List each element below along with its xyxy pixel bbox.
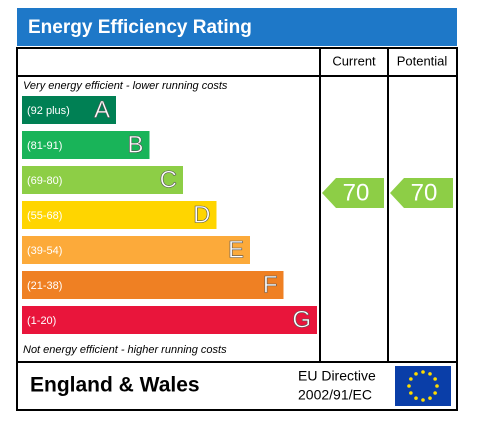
star xyxy=(409,391,413,395)
directive: EU Directive xyxy=(298,368,376,384)
band-letter: D xyxy=(193,201,210,228)
star xyxy=(435,384,439,388)
band-letter: E xyxy=(228,236,244,263)
band xyxy=(22,201,217,229)
band xyxy=(22,236,250,264)
star xyxy=(407,384,411,388)
band xyxy=(22,166,183,194)
eu-stars xyxy=(407,370,439,402)
band xyxy=(22,96,116,124)
star xyxy=(414,396,418,400)
potential-arrow xyxy=(390,178,453,208)
title-bar xyxy=(17,8,457,46)
star xyxy=(414,372,418,376)
top-note: Very energy efficient - lower running co… xyxy=(23,80,228,92)
star xyxy=(409,377,413,381)
bands: (92 plus) A (81-91) B (69-80) C (55-68) D (39-54… xyxy=(22,96,317,334)
column-header: Current xyxy=(332,53,376,68)
band-range: (39-54) xyxy=(27,245,62,257)
region: England & Wales xyxy=(30,374,200,397)
current-arrow xyxy=(322,178,384,208)
band-letter: F xyxy=(263,271,278,298)
band-range: (55-68) xyxy=(27,210,62,222)
star xyxy=(421,398,425,402)
frame xyxy=(16,47,458,411)
star xyxy=(421,370,425,374)
band-range: (21-38) xyxy=(27,280,62,292)
bottom-note: Not energy efficient - higher running co… xyxy=(23,344,227,356)
band-range: (69-80) xyxy=(27,175,62,187)
current-value: 70 xyxy=(343,179,370,206)
band xyxy=(22,271,284,299)
title: Energy Efficiency Rating xyxy=(28,17,252,38)
column-header: Potential xyxy=(397,53,448,68)
band xyxy=(22,306,317,334)
band-letter: C xyxy=(160,166,177,193)
directive: 2002/91/EC xyxy=(298,387,372,403)
band-range: (81-91) xyxy=(27,140,62,152)
band-letter: G xyxy=(292,306,311,333)
band-letter: B xyxy=(127,131,143,158)
band-letter: A xyxy=(94,96,110,123)
band-range: (1-20) xyxy=(27,315,56,327)
star xyxy=(433,377,437,381)
star xyxy=(428,396,432,400)
band xyxy=(22,131,150,159)
star xyxy=(433,391,437,395)
star xyxy=(428,372,432,376)
band-range: (92 plus) xyxy=(27,105,70,117)
potential-value: 70 xyxy=(411,179,438,206)
